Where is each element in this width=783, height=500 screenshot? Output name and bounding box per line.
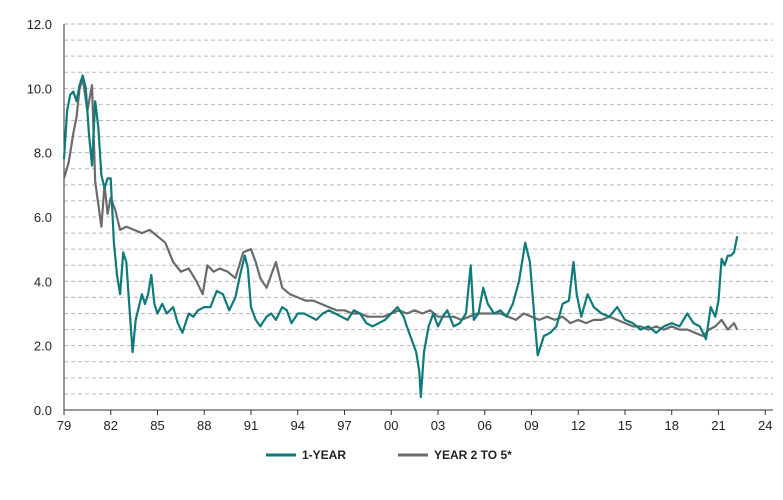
x-tick-label: 91 [244,418,258,433]
x-tick-label: 97 [337,418,351,433]
x-tick-label: 21 [711,418,725,433]
y-tick-label: 2.0 [34,339,52,354]
x-tick-label: 94 [291,418,305,433]
x-tick-label: 88 [197,418,211,433]
series-line-1-year [62,74,739,399]
x-tick-label: 24 [758,418,772,433]
y-tick-label: 8.0 [34,146,52,161]
series-line-year-2-to-5 [62,77,739,338]
x-tick-label: 00 [384,418,398,433]
x-tick-label: 18 [664,418,678,433]
x-tick-label: 15 [618,418,632,433]
y-tick-label: 10.0 [27,81,52,96]
x-tick-label: 03 [431,418,445,433]
y-tick-label: 12.0 [27,17,52,32]
x-tick-label: 85 [150,418,164,433]
x-tick-label: 82 [104,418,118,433]
y-tick-label: 4.0 [34,274,52,289]
legend-label: 1-YEAR [302,448,346,462]
x-tick-label: 06 [477,418,491,433]
y-tick-label: 0.0 [34,403,52,418]
x-tick-label: 79 [57,418,71,433]
x-tick-label: 09 [524,418,538,433]
x-tick-label: 12 [571,418,585,433]
legend-label: YEAR 2 TO 5* [434,448,512,462]
y-tick-label: 6.0 [34,210,52,225]
